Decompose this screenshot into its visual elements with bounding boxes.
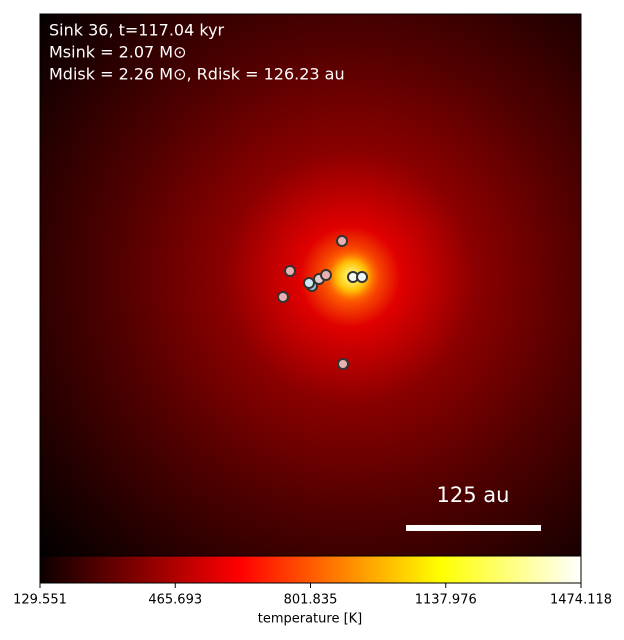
sink <box>336 235 348 247</box>
sink <box>303 277 315 289</box>
colorbar <box>39 555 582 584</box>
sink <box>277 291 289 303</box>
title-block: Sink 36, t=117.04 kyr Msink = 2.07 M⊙ Mdis… <box>49 21 345 84</box>
sink <box>337 358 349 370</box>
title-line: Sink 36, t=117.04 kyr <box>49 21 225 40</box>
colorbar-label: temperature [K] <box>258 612 363 627</box>
sink <box>356 271 368 283</box>
colorbar-tick-label: 129.551 <box>13 593 67 608</box>
colorbar-tick-label: 465.693 <box>148 593 202 608</box>
sink <box>320 269 332 281</box>
scale-bar-label: 125 au <box>437 483 510 507</box>
title-line: Mdisk = 2.26 M⊙, Rdisk = 126.23 au <box>49 65 345 84</box>
sink <box>284 265 296 277</box>
colorbar-tick-label: 1474.118 <box>550 593 612 608</box>
colorbar-tick-label: 1137.976 <box>415 593 477 608</box>
colorbar-tick-label: 801.835 <box>284 593 338 608</box>
colorbar-ticks: 129.551 465.693 801.835 1137.976 1474.118 <box>13 583 612 608</box>
title-line: Msink = 2.07 M⊙ <box>49 43 187 62</box>
map-core <box>300 247 390 307</box>
sinks <box>277 235 368 370</box>
